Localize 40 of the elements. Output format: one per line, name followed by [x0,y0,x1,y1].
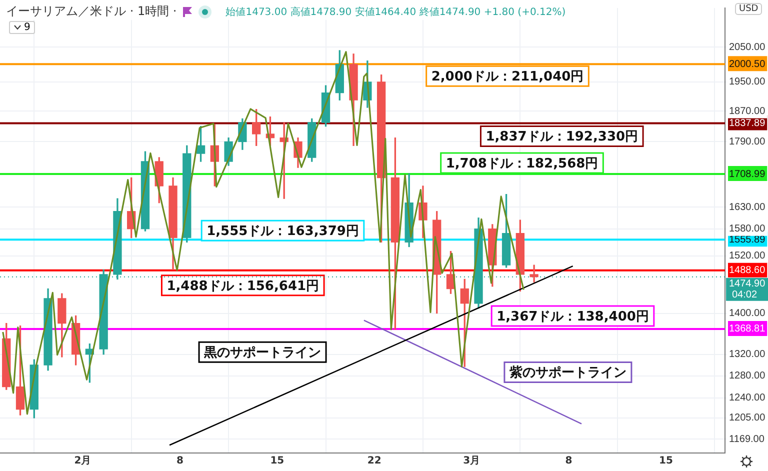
y-tick-label: 1520.00 [729,250,766,262]
chart-subtitle: 始値1473.00 高値1478.90 安値1464.40 終値1474.90 +1.80 (+0.12%) [226,6,566,18]
y-tick-label: 2000.50 [729,58,766,70]
y-tick-label: 1580.00 [729,224,766,235]
y-tick-label: 1630.00 [729,202,766,213]
y-tick-label: 1280.00 [729,370,766,382]
y-tick-label: 1320.00 [729,349,766,360]
y-tick-label: 2050.00 [729,42,766,53]
y-tick-label: 1240.00 [729,392,766,404]
text: 04:02 [732,290,758,301]
ref-line-label: 1474.90 [729,278,766,290]
x-tick-label: 8 [565,456,572,467]
annotation: 9 [24,22,30,33]
x-tick-label: 15 [659,456,673,467]
x-tick-label: 22 [367,456,382,467]
y-tick-label: 1950.00 [729,76,766,88]
series-label: 紫のサポートライン [508,364,626,381]
y-tick-label: 1169.00 [729,434,765,445]
ref-line-label: 1,488ドル：156,641円 [166,278,320,294]
text: USD [735,3,762,15]
x-tick-label: 3月 [463,456,480,467]
ref-line-label: 1,367ドル：138,400円 [496,309,649,324]
ref-line-label: 1,708ドル：182,568円 [446,156,598,172]
y-tick-label: 1555.89 [729,234,766,246]
y-tick-label: 1837.89 [729,118,766,130]
y-tick-label: 1400.00 [729,308,766,320]
y-tick-label: 1205.00 [729,412,766,424]
y-tick-label: 1790.00 [729,136,766,148]
y-tick-label: 1368.81 [729,324,766,335]
series-label: 黒のサポートライン [203,346,322,360]
x-tick-label: 2月 [74,456,92,467]
y-tick-label: 1488.60 [729,265,766,276]
ref-line-label: 1,837ドル：192,330円 [486,130,638,145]
ref-line-label: 2,000ドル：211,040円 [431,70,584,84]
y-tick-label: 1708.99 [729,168,766,180]
y-tick-label: 1870.00 [729,106,766,117]
ref-line-label: 1,555ドル：163,379円 [206,224,359,239]
x-tick-label: 15 [270,456,284,467]
x-tick-label: 8 [176,456,184,467]
chart-title: イーサリアム／米ドル · 1時間 · [6,3,177,20]
